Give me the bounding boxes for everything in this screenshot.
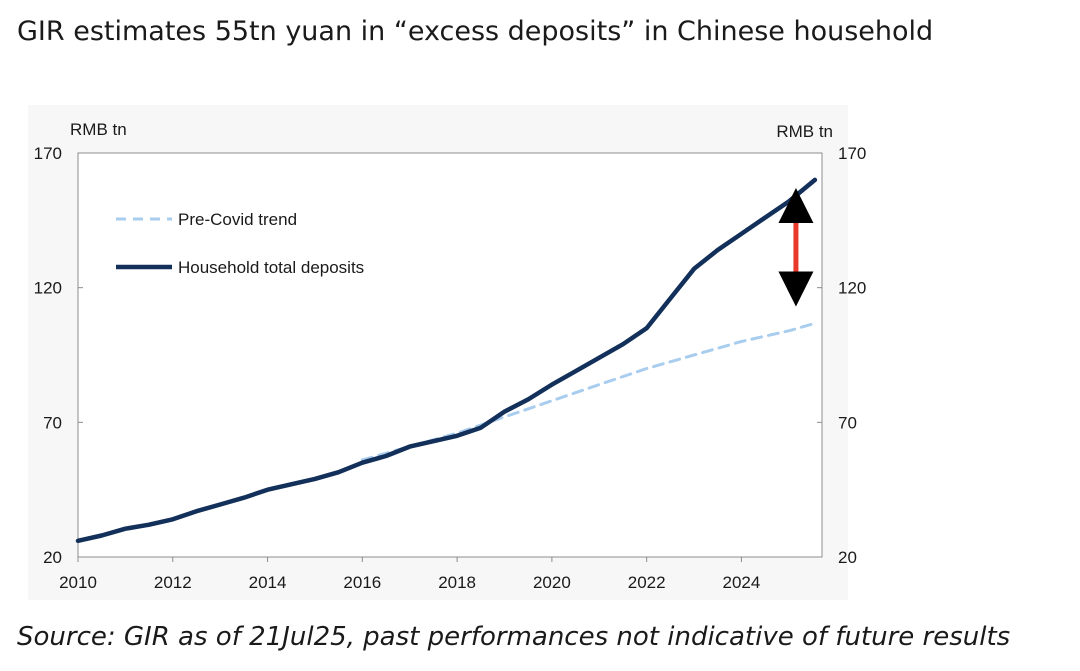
y-tick-label-left: 120 [34,279,62,298]
series-group [75,177,819,544]
source-note: Source: GIR as of 21Jul25, past performa… [17,622,1011,652]
y-tick-label-right: 70 [838,413,857,432]
y-tick-label-right: 170 [838,144,866,163]
legend-label: Household total deposits [178,258,364,277]
chart-container: 20 20 70 70 120 120 170 170 2010 2012 2014 2016 2018… [0,95,1080,615]
y-tick-label-left: 20 [43,548,62,567]
right-axis-unit: RMB tn [776,122,833,141]
legend-label: Pre-Covid trend [178,210,297,229]
x-tick-label: 2018 [438,573,476,592]
y-tick-label-right: 120 [838,279,866,298]
x-tick-label: 2020 [533,573,571,592]
y-tick-label-left: 170 [34,144,62,163]
plot-area [77,152,823,558]
y-tick-label-right: 20 [838,548,857,567]
x-tick-label: 2016 [343,573,381,592]
household-deposits-line [75,177,818,544]
x-tick-label: 2022 [628,573,666,592]
x-tick-label: 2012 [154,573,192,592]
x-tick-label: 2024 [723,573,761,592]
x-tick-label: 2010 [59,573,97,592]
pre-covid-trend-line [360,321,819,462]
left-axis-unit: RMB tn [70,120,127,139]
x-tick-label: 2014 [249,573,287,592]
chart-title: GIR estimates 55tn yuan in “excess depos… [17,16,934,47]
y-tick-label-left: 70 [43,413,62,432]
legend: Pre-Covid trend Household total deposits [116,210,364,277]
